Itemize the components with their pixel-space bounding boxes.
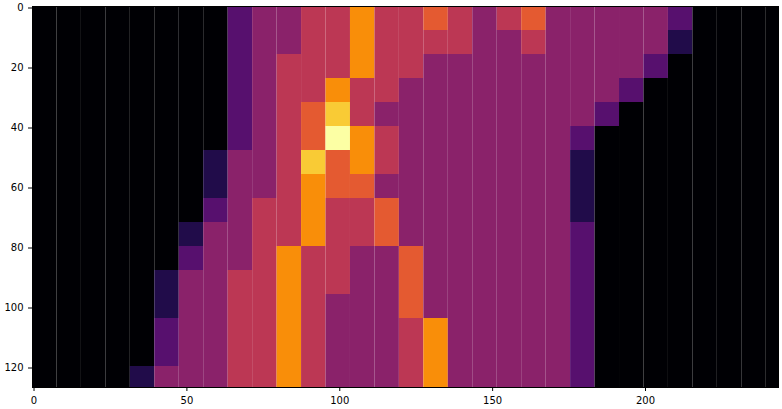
svg-text:100: 100 <box>4 302 23 313</box>
svg-text:40: 40 <box>11 122 24 133</box>
svg-text:0: 0 <box>17 2 23 13</box>
svg-text:120: 120 <box>4 362 23 373</box>
svg-text:150: 150 <box>483 395 502 406</box>
svg-text:20: 20 <box>11 62 24 73</box>
svg-text:60: 60 <box>11 182 24 193</box>
svg-text:0: 0 <box>31 395 37 406</box>
svg-text:100: 100 <box>330 395 349 406</box>
svg-text:80: 80 <box>11 242 24 253</box>
svg-text:200: 200 <box>636 395 655 406</box>
svg-text:50: 50 <box>181 395 194 406</box>
